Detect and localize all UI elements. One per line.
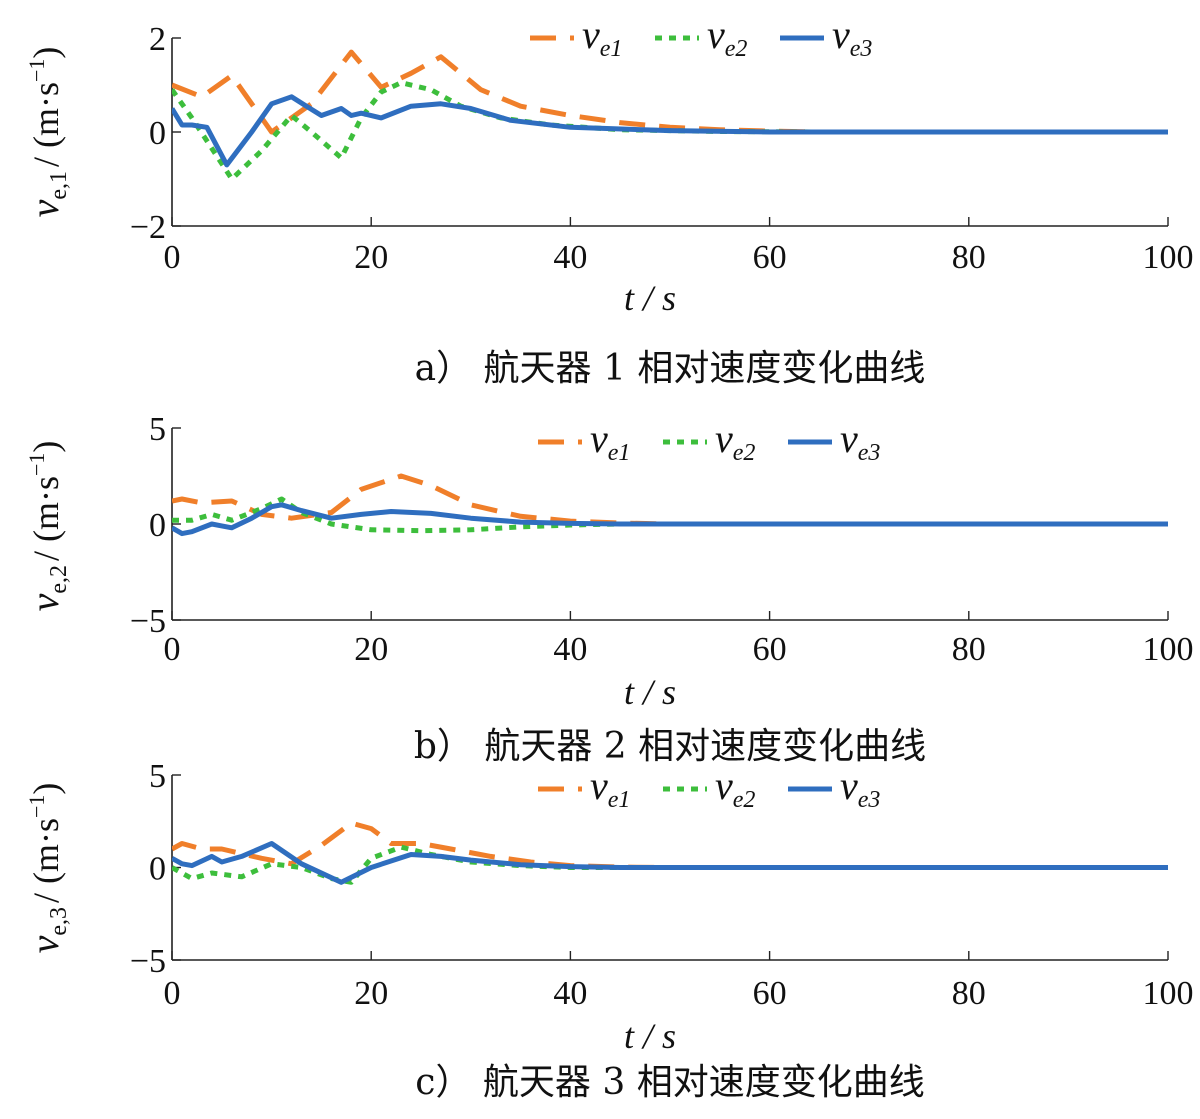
legend-label: ve1 bbox=[590, 763, 630, 813]
x-axis-title: t / s bbox=[624, 1016, 676, 1056]
legend-item-e1: ve1 bbox=[538, 763, 630, 813]
y-tick-label: 0 bbox=[149, 507, 166, 544]
x-tick-label: 0 bbox=[164, 631, 181, 668]
x-axis-title: t / s bbox=[624, 278, 676, 318]
legend-label: ve1 bbox=[590, 416, 630, 466]
x-tick-label: 80 bbox=[952, 631, 986, 668]
legend-label: ve2 bbox=[715, 416, 755, 466]
x-tick-label: 0 bbox=[164, 239, 181, 276]
series-line-e3 bbox=[172, 502, 1168, 537]
legend-label: ve3 bbox=[840, 763, 880, 813]
panel-caption: a） 航天器 1 相对速度变化曲线 bbox=[415, 348, 926, 389]
y-tick-label: 0 bbox=[149, 115, 166, 152]
x-tick-label: 100 bbox=[1143, 975, 1194, 1012]
y-tick-label: 2 bbox=[149, 21, 166, 58]
series-line-e3 bbox=[172, 841, 1168, 885]
legend-item-e2: ve2 bbox=[663, 416, 755, 466]
legend-item-e1: ve1 bbox=[538, 416, 630, 466]
y-axis-title: ve,1/ (m·s−1) bbox=[22, 47, 72, 218]
x-tick-label: 20 bbox=[354, 975, 388, 1012]
y-tick-label: −5 bbox=[130, 943, 166, 980]
x-tick-label: 20 bbox=[354, 631, 388, 668]
legend-item-e2: ve2 bbox=[655, 12, 747, 62]
x-tick-label: 40 bbox=[553, 631, 587, 668]
x-tick-label: 80 bbox=[952, 239, 986, 276]
x-axis-title: t / s bbox=[624, 672, 676, 712]
legend-label: ve1 bbox=[582, 12, 622, 62]
x-tick-label: 100 bbox=[1143, 631, 1194, 668]
y-axis-title: ve,2/ (m·s−1) bbox=[22, 441, 72, 612]
x-tick-label: 60 bbox=[753, 239, 787, 276]
legend-label: ve2 bbox=[715, 763, 755, 813]
y-tick-label: 5 bbox=[149, 411, 166, 448]
legend-item-e2: ve2 bbox=[663, 763, 755, 813]
y-tick-label: 5 bbox=[149, 758, 166, 795]
x-tick-label: 40 bbox=[553, 239, 587, 276]
legend-item-e1: ve1 bbox=[530, 12, 622, 62]
legend-label: ve3 bbox=[840, 416, 880, 466]
y-tick-label: 0 bbox=[149, 851, 166, 888]
legend-item-e3: ve3 bbox=[788, 763, 880, 813]
x-tick-label: 100 bbox=[1143, 239, 1194, 276]
y-tick-label: −2 bbox=[130, 209, 166, 246]
x-tick-label: 0 bbox=[164, 975, 181, 1012]
legend-label: ve3 bbox=[832, 12, 872, 62]
x-tick-label: 60 bbox=[753, 975, 787, 1012]
series-line-e1 bbox=[172, 820, 1168, 870]
x-tick-label: 20 bbox=[354, 239, 388, 276]
series-line-e2 bbox=[172, 844, 1168, 885]
legend-label: ve2 bbox=[707, 12, 747, 62]
y-axis-title: ve,3/ (m·s−1) bbox=[22, 783, 72, 954]
x-tick-label: 60 bbox=[753, 631, 787, 668]
x-tick-label: 80 bbox=[952, 975, 986, 1012]
series-line-e1 bbox=[172, 49, 1168, 135]
series-line-e3 bbox=[172, 94, 1168, 168]
panel-caption: b） 航天器 2 相对速度变化曲线 bbox=[414, 726, 926, 767]
legend-item-e3: ve3 bbox=[788, 416, 880, 466]
panel-caption: c） 航天器 3 相对速度变化曲线 bbox=[415, 1062, 924, 1103]
x-tick-label: 40 bbox=[553, 975, 587, 1012]
legend-item-e3: ve3 bbox=[780, 12, 872, 62]
y-tick-label: −5 bbox=[130, 603, 166, 640]
